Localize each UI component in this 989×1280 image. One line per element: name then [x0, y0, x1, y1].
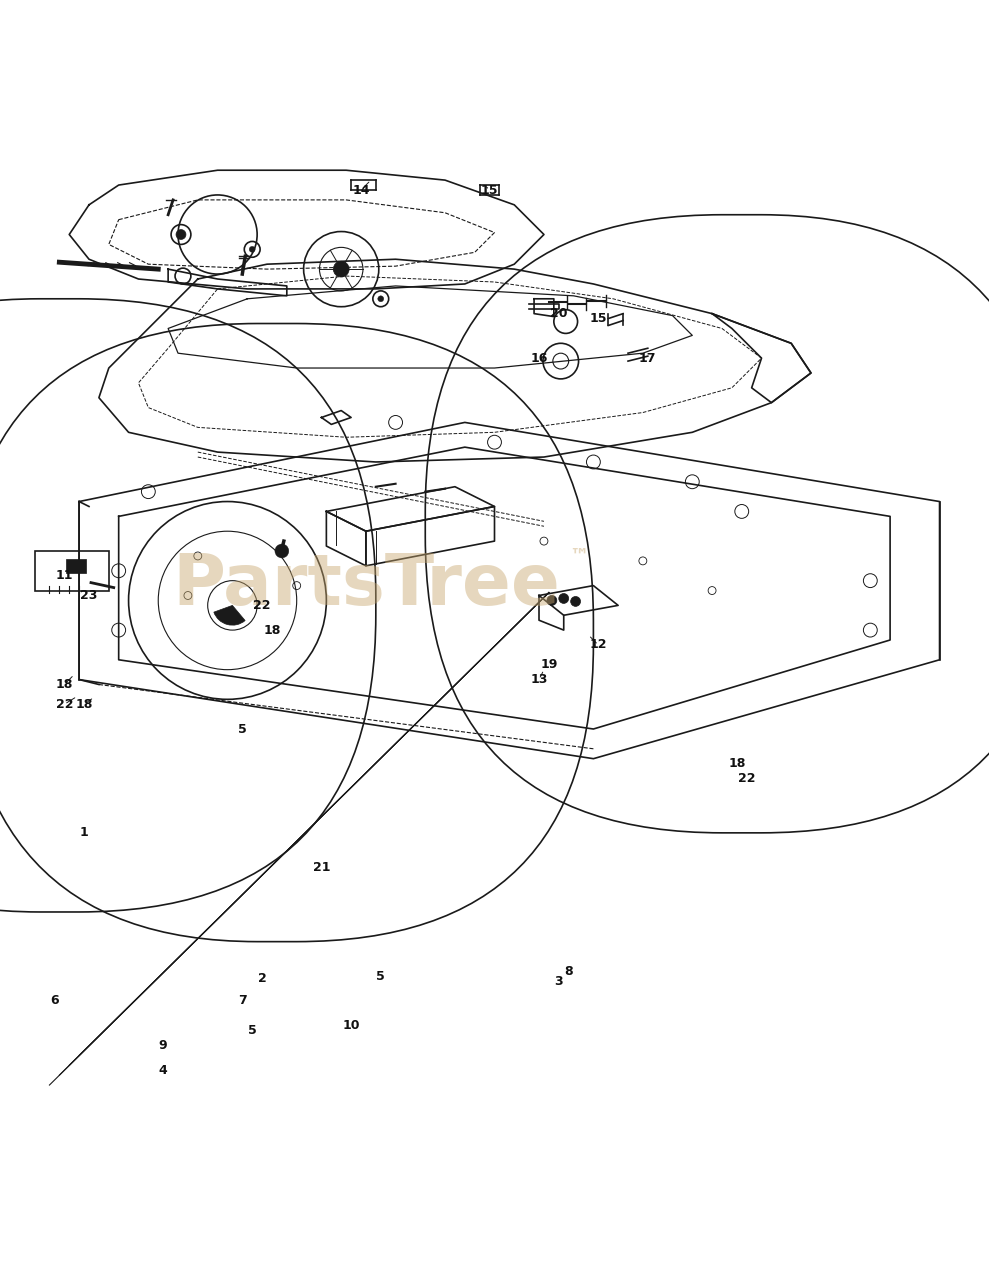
Text: 1: 1 [80, 827, 88, 840]
Circle shape [378, 296, 384, 302]
Text: ™: ™ [569, 547, 588, 566]
Text: 18: 18 [55, 678, 73, 691]
Text: 20: 20 [550, 307, 568, 320]
Text: 2: 2 [258, 972, 266, 984]
Text: 18: 18 [728, 758, 746, 771]
Text: 22: 22 [253, 599, 271, 612]
Text: 11: 11 [55, 570, 73, 582]
Text: 18: 18 [75, 698, 93, 710]
Text: 10: 10 [342, 1019, 360, 1032]
Circle shape [249, 246, 255, 252]
FancyBboxPatch shape [66, 559, 86, 572]
Text: 23: 23 [80, 589, 98, 602]
Text: 18: 18 [263, 623, 281, 636]
Text: 6: 6 [50, 995, 58, 1007]
Text: 12: 12 [589, 639, 607, 652]
Circle shape [275, 544, 289, 558]
Circle shape [176, 229, 186, 239]
Text: 19: 19 [540, 658, 558, 671]
Text: 4: 4 [159, 1064, 167, 1076]
Text: 22: 22 [738, 772, 756, 785]
Wedge shape [214, 605, 245, 625]
Circle shape [559, 594, 569, 603]
Text: 15: 15 [481, 183, 498, 197]
Text: 17: 17 [639, 352, 657, 365]
Text: 3: 3 [555, 974, 563, 988]
Text: PartsTree: PartsTree [172, 552, 560, 620]
Text: 13: 13 [530, 673, 548, 686]
Text: 22: 22 [55, 698, 73, 710]
Circle shape [547, 595, 557, 605]
Text: 14: 14 [352, 183, 370, 197]
Text: 9: 9 [159, 1039, 167, 1052]
Text: 16: 16 [530, 352, 548, 365]
Text: 5: 5 [248, 1024, 256, 1037]
Text: 7: 7 [238, 995, 246, 1007]
Text: 8: 8 [565, 965, 573, 978]
Text: 5: 5 [238, 722, 246, 736]
Circle shape [333, 261, 349, 276]
Text: 5: 5 [377, 970, 385, 983]
Text: 21: 21 [313, 861, 330, 874]
Circle shape [571, 596, 581, 607]
Text: 15: 15 [589, 312, 607, 325]
